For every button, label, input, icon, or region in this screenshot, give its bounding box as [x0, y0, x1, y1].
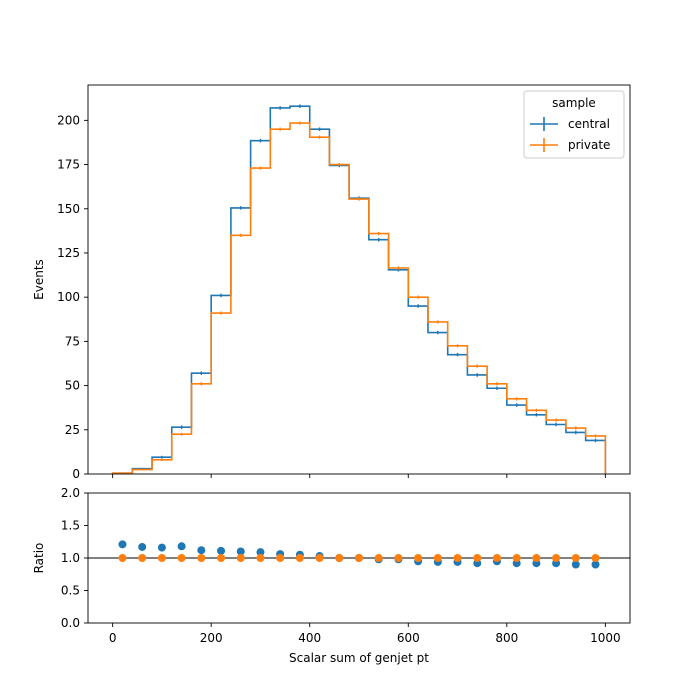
ratio-point-private: [492, 554, 501, 562]
ratio-point-private: [591, 554, 600, 562]
ratio-point-private: [276, 554, 285, 562]
ratio-plot: 0.0 0.5 1.0 1.5 2.0 0 200 400 600 800 1000 Ratio Sca…: [32, 486, 631, 665]
ratio-point-private: [453, 554, 462, 562]
ratio-point-private: [433, 554, 442, 562]
ratio-point-private: [571, 554, 580, 562]
ratio-point-central: [591, 560, 600, 569]
ratio-x-tick-label: 600: [397, 631, 420, 645]
ratio-point-central: [217, 546, 226, 555]
ratio-x-tick-label: 800: [495, 631, 518, 645]
histogram-private: [111, 122, 607, 474]
ratio-point-central: [177, 542, 186, 551]
main-y-tick-label: 150: [57, 202, 80, 216]
legend: sample central private: [523, 90, 625, 159]
ratio-point-private: [394, 554, 403, 562]
ratio-point-private: [355, 554, 363, 562]
ratio-point-private: [532, 554, 541, 562]
main-y-tick-label: 50: [65, 379, 80, 393]
ratio-point-private: [217, 554, 226, 562]
main-y-tick-label: 0: [72, 467, 80, 481]
ratio-point-central: [236, 547, 245, 556]
ratio-y-tick-label: 1.0: [61, 551, 80, 565]
ratio-point-private: [295, 554, 304, 562]
ratio-point-private: [157, 554, 166, 562]
ratio-point-private: [315, 554, 324, 562]
ratio-point-central: [138, 542, 147, 551]
ratio-x-tick-label: 1000: [590, 631, 621, 645]
ratio-point-private: [414, 554, 423, 562]
ratio-point-central: [256, 548, 265, 557]
ratio-x-tick-label: 200: [200, 631, 223, 645]
ratio-point-central: [197, 546, 206, 555]
ratio-x-tick-label: 400: [298, 631, 321, 645]
ratio-point-private: [197, 554, 206, 562]
main-y-tick-label: 25: [65, 423, 80, 437]
ratio-point-private: [236, 554, 245, 562]
ratio-point-private: [374, 554, 383, 562]
legend-label-central: central: [568, 117, 610, 131]
ratio-x-tick-label: 0: [109, 631, 117, 645]
main-y-tick-label: 125: [57, 246, 80, 260]
x-axis-label: Scalar sum of genjet pt: [289, 651, 429, 665]
main-plot-frame: [87, 84, 631, 475]
ratio-point-private: [118, 554, 127, 562]
ratio-y-tick-label: 0.0: [61, 616, 80, 630]
ratio-y-tick-label: 2.0: [61, 486, 80, 500]
legend-box: [523, 90, 625, 159]
ratio-y-tick-label: 0.5: [61, 584, 80, 598]
main-y-tick-label: 175: [57, 158, 80, 172]
ratio-point-private: [473, 554, 482, 562]
legend-title: sample: [552, 96, 596, 110]
ratio-point-central: [571, 560, 580, 569]
ratio-y-axis-label: Ratio: [32, 543, 46, 574]
ratio-point-private: [552, 554, 561, 562]
legend-label-private: private: [568, 138, 610, 152]
main-y-axis-label: Events: [32, 259, 46, 300]
ratio-point-private: [138, 554, 147, 562]
main-y-tick-label: 100: [57, 290, 80, 304]
ratio-point-private: [335, 554, 344, 562]
main-plot: 0 25 50 75 100 125 150 175 200 Events: [32, 84, 631, 481]
ratio-point-private: [177, 554, 186, 562]
ratio-point-central: [157, 543, 166, 552]
main-y-tick-label: 200: [57, 113, 80, 127]
histogram-central: [111, 105, 607, 474]
main-y-tick-label: 75: [65, 334, 80, 348]
ratio-y-tick-label: 1.5: [61, 519, 80, 533]
ratio-point-private: [512, 554, 521, 562]
ratio-point-private: [256, 554, 265, 562]
ratio-point-central: [118, 540, 127, 549]
